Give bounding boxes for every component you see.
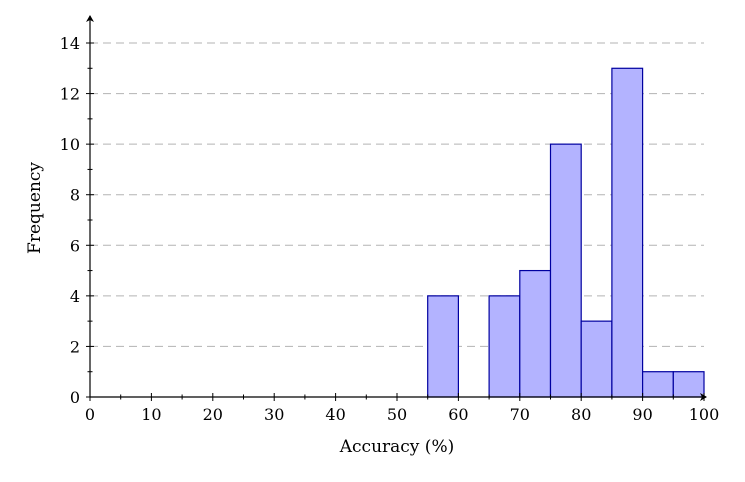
x-tick-label: 80 xyxy=(571,405,591,424)
y-tick-label: 10 xyxy=(60,135,80,154)
x-tick-label: 90 xyxy=(632,405,652,424)
y-tick-label: 0 xyxy=(70,388,80,407)
y-tick-label: 8 xyxy=(70,186,80,205)
x-tick-label: 10 xyxy=(141,405,161,424)
histogram-bar xyxy=(427,295,460,398)
histogram-bar xyxy=(488,295,521,398)
histogram-bar xyxy=(641,371,674,398)
x-tick-label: 70 xyxy=(510,405,530,424)
histogram-bar xyxy=(580,320,613,398)
y-tick-label: 14 xyxy=(60,34,80,53)
x-tick-label: 20 xyxy=(203,405,223,424)
axes xyxy=(86,15,707,401)
tick-labels: 0 10 20 30 40 50 60 70 80 90 100 0 2 4 6 8 10 12 14 xyxy=(60,34,720,424)
axis-ticks xyxy=(86,42,705,401)
y-tick-label: 12 xyxy=(60,85,80,104)
x-tick-label: 50 xyxy=(387,405,407,424)
histogram-bar xyxy=(549,143,582,398)
y-tick-label: 4 xyxy=(70,287,80,306)
x-tick-label: 60 xyxy=(448,405,468,424)
histogram-bar xyxy=(611,67,644,398)
y-axis-label: Frequency xyxy=(25,162,45,254)
x-tick-label: 40 xyxy=(325,405,345,424)
x-axis-label: Accuracy (%) xyxy=(339,437,454,457)
histogram-bars xyxy=(427,67,705,398)
y-tick-label: 6 xyxy=(70,236,80,255)
histogram-bar xyxy=(672,371,705,398)
histogram-bar xyxy=(519,269,552,398)
y-tick-label: 2 xyxy=(70,337,80,356)
x-tick-label: 100 xyxy=(689,405,720,424)
x-tick-label: 30 xyxy=(264,405,284,424)
x-tick-label: 0 xyxy=(85,405,95,424)
